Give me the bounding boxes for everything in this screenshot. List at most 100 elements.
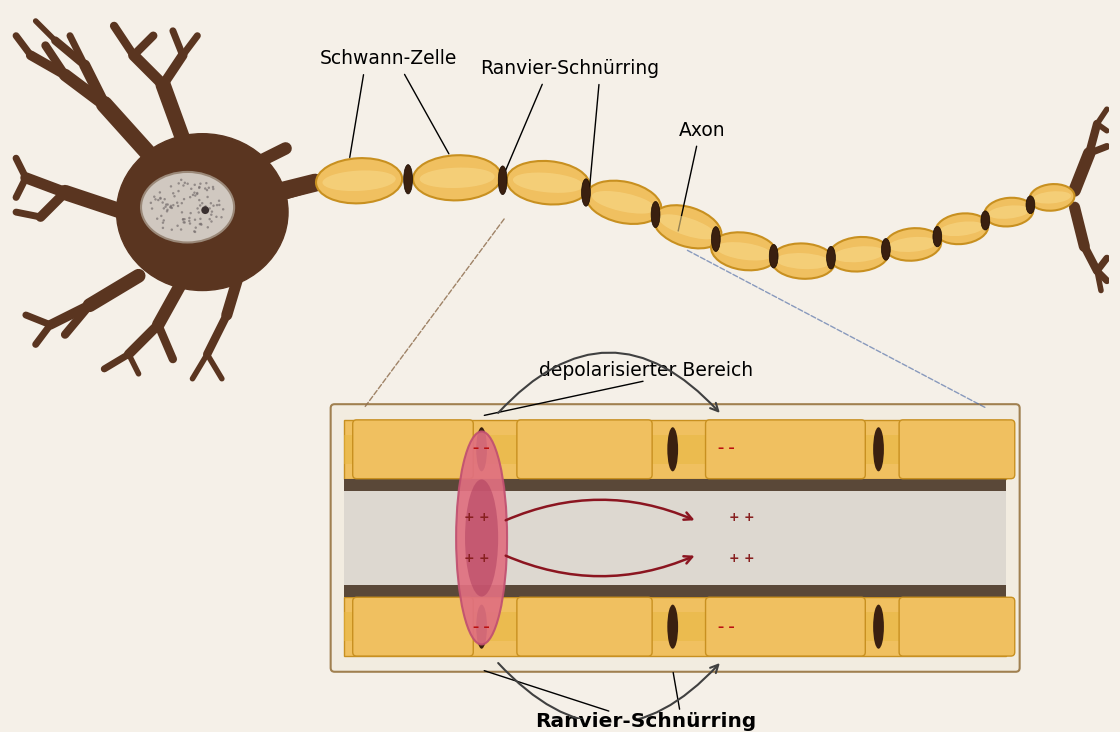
Ellipse shape (984, 198, 1034, 226)
Ellipse shape (172, 192, 175, 195)
Ellipse shape (177, 190, 179, 193)
Ellipse shape (159, 197, 161, 199)
FancyBboxPatch shape (353, 597, 474, 656)
Text: + +: + + (464, 512, 489, 524)
Ellipse shape (199, 204, 202, 206)
Text: Axon: Axon (679, 122, 726, 141)
Ellipse shape (192, 194, 194, 196)
FancyArrowPatch shape (498, 353, 718, 413)
Ellipse shape (194, 192, 196, 194)
Ellipse shape (204, 187, 206, 190)
Ellipse shape (1029, 184, 1074, 211)
Ellipse shape (218, 203, 221, 206)
Ellipse shape (170, 228, 172, 231)
Ellipse shape (157, 199, 159, 201)
Ellipse shape (156, 217, 158, 220)
Ellipse shape (180, 202, 183, 204)
Ellipse shape (769, 244, 778, 268)
Ellipse shape (167, 203, 169, 206)
Ellipse shape (170, 185, 172, 187)
Ellipse shape (212, 186, 214, 188)
Ellipse shape (198, 187, 200, 189)
Ellipse shape (668, 427, 678, 471)
Ellipse shape (177, 205, 179, 207)
Ellipse shape (194, 184, 196, 186)
Ellipse shape (833, 246, 885, 262)
Ellipse shape (513, 173, 584, 193)
Text: – –: – – (474, 441, 489, 455)
Text: Ranvier-Schnürring: Ranvier-Schnürring (480, 59, 660, 78)
Ellipse shape (217, 200, 221, 202)
Ellipse shape (586, 181, 661, 224)
Ellipse shape (211, 220, 213, 223)
FancyBboxPatch shape (899, 597, 1015, 656)
Ellipse shape (215, 216, 217, 218)
Ellipse shape (212, 188, 215, 190)
Ellipse shape (885, 228, 941, 261)
Text: Schwann-Zelle: Schwann-Zelle (320, 49, 457, 68)
Ellipse shape (216, 204, 218, 206)
Ellipse shape (159, 191, 161, 194)
Text: depolarisierter Bereich: depolarisierter Bereich (539, 362, 753, 381)
Ellipse shape (498, 166, 507, 195)
Ellipse shape (874, 605, 884, 649)
Ellipse shape (465, 479, 498, 597)
Ellipse shape (933, 226, 942, 247)
Ellipse shape (198, 199, 200, 201)
Ellipse shape (196, 193, 198, 195)
Ellipse shape (159, 198, 161, 200)
Text: + +: + + (728, 512, 754, 524)
Ellipse shape (829, 237, 889, 272)
Ellipse shape (456, 431, 507, 644)
Ellipse shape (176, 225, 179, 227)
Ellipse shape (651, 201, 660, 228)
Ellipse shape (889, 237, 937, 252)
Ellipse shape (935, 213, 988, 244)
Ellipse shape (200, 202, 204, 204)
Text: Ranvier-Schnürring: Ranvier-Schnürring (535, 712, 756, 731)
Ellipse shape (476, 605, 487, 649)
Ellipse shape (161, 227, 165, 229)
Ellipse shape (207, 187, 211, 189)
FancyBboxPatch shape (706, 597, 866, 656)
Ellipse shape (188, 217, 190, 219)
FancyBboxPatch shape (899, 420, 1015, 479)
Ellipse shape (180, 179, 183, 181)
Ellipse shape (940, 222, 984, 236)
Ellipse shape (711, 227, 720, 252)
Ellipse shape (591, 191, 655, 214)
Bar (344, 585, 1006, 597)
Ellipse shape (881, 239, 890, 260)
Ellipse shape (165, 203, 168, 206)
FancyArrowPatch shape (498, 663, 718, 723)
Ellipse shape (166, 210, 168, 212)
Ellipse shape (199, 182, 202, 185)
Ellipse shape (196, 192, 198, 194)
Ellipse shape (116, 134, 288, 291)
Ellipse shape (194, 231, 196, 233)
Ellipse shape (150, 201, 152, 204)
Ellipse shape (190, 187, 193, 190)
Ellipse shape (198, 186, 200, 188)
Ellipse shape (776, 253, 830, 269)
Ellipse shape (184, 218, 186, 220)
Ellipse shape (716, 242, 773, 261)
Ellipse shape (181, 218, 185, 220)
Ellipse shape (195, 226, 197, 229)
Ellipse shape (205, 182, 207, 184)
Ellipse shape (222, 208, 224, 211)
Ellipse shape (196, 207, 199, 209)
Ellipse shape (197, 212, 200, 214)
FancyBboxPatch shape (353, 420, 474, 479)
Ellipse shape (183, 184, 185, 187)
FancyBboxPatch shape (516, 420, 652, 479)
Ellipse shape (170, 205, 172, 207)
FancyArrowPatch shape (506, 556, 692, 576)
Ellipse shape (1026, 196, 1035, 214)
Ellipse shape (981, 211, 990, 230)
Ellipse shape (206, 189, 208, 191)
Ellipse shape (153, 195, 156, 198)
Ellipse shape (476, 427, 487, 471)
Bar (344, 612, 1006, 641)
Ellipse shape (166, 209, 169, 211)
